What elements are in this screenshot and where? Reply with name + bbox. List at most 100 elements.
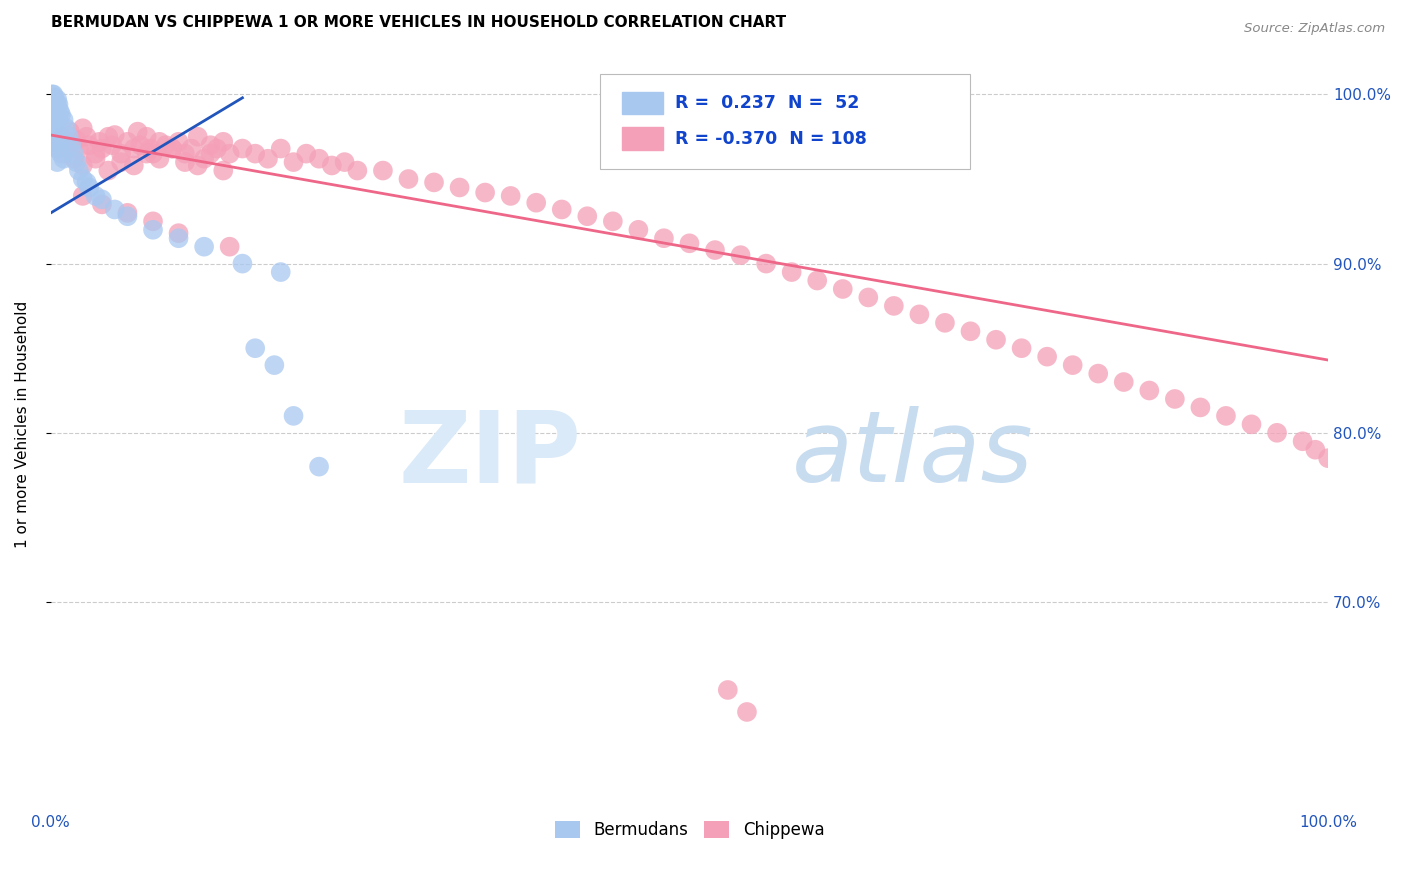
Point: [346, 163, 368, 178]
Point: [129, 138, 152, 153]
Point: [524, 195, 547, 210]
Point: [755, 257, 778, 271]
Point: [1240, 417, 1263, 432]
Point: [41, 95, 63, 110]
Point: [174, 146, 197, 161]
Point: [76, 175, 98, 189]
Point: [1291, 434, 1313, 449]
Point: [148, 135, 170, 149]
Point: [90, 197, 112, 211]
Text: R =  0.237  N =  52: R = 0.237 N = 52: [675, 94, 860, 112]
Point: [135, 129, 157, 144]
Point: [77, 180, 100, 194]
Point: [231, 257, 253, 271]
Point: [212, 163, 235, 178]
Text: atlas: atlas: [792, 406, 1033, 503]
Point: [142, 223, 165, 237]
Point: [41, 121, 63, 136]
Point: [398, 172, 420, 186]
Point: [180, 142, 202, 156]
Point: [42, 87, 65, 102]
Point: [231, 142, 253, 156]
Point: [1189, 401, 1212, 415]
Point: [90, 192, 112, 206]
Point: [45, 95, 67, 110]
Text: BERMUDAN VS CHIPPEWA 1 OR MORE VEHICLES IN HOUSEHOLD CORRELATION CHART: BERMUDAN VS CHIPPEWA 1 OR MORE VEHICLES …: [51, 15, 786, 30]
Point: [1265, 425, 1288, 440]
Point: [283, 409, 305, 423]
FancyBboxPatch shape: [600, 74, 970, 169]
Point: [602, 214, 624, 228]
Point: [44, 138, 66, 153]
Point: [735, 705, 758, 719]
Point: [717, 682, 740, 697]
Point: [245, 146, 267, 161]
Point: [110, 155, 132, 169]
Point: [959, 324, 981, 338]
Point: [63, 146, 86, 161]
Point: [1087, 367, 1109, 381]
Point: [46, 155, 69, 169]
Point: [49, 135, 72, 149]
Point: [858, 290, 880, 304]
Point: [908, 307, 931, 321]
Point: [41, 87, 63, 102]
Point: [139, 142, 162, 156]
Point: [135, 146, 157, 161]
Point: [1036, 350, 1059, 364]
Point: [155, 138, 177, 153]
Point: [187, 159, 209, 173]
Point: [67, 163, 90, 178]
Point: [627, 223, 650, 237]
Point: [1164, 392, 1187, 406]
Point: [218, 146, 240, 161]
Point: [652, 231, 675, 245]
Point: [110, 146, 132, 161]
Legend: Bermudans, Chippewa: Bermudans, Chippewa: [548, 814, 831, 847]
Point: [55, 138, 77, 153]
Point: [984, 333, 1007, 347]
Point: [205, 142, 228, 156]
Point: [65, 155, 87, 169]
Point: [122, 159, 145, 173]
Point: [49, 146, 72, 161]
Point: [101, 138, 124, 153]
Point: [46, 129, 69, 144]
Point: [41, 112, 63, 127]
Point: [449, 180, 471, 194]
Point: [60, 138, 83, 153]
Text: R = -0.370  N = 108: R = -0.370 N = 108: [675, 130, 868, 148]
Point: [72, 159, 94, 173]
Point: [49, 129, 72, 144]
Point: [308, 459, 330, 474]
Point: [49, 108, 72, 122]
Y-axis label: 1 or more Vehicles in Household: 1 or more Vehicles in Household: [15, 301, 30, 548]
Point: [1215, 409, 1237, 423]
Point: [174, 155, 197, 169]
Point: [263, 358, 285, 372]
Text: ZIP: ZIP: [398, 406, 581, 503]
Point: [104, 202, 127, 217]
Point: [104, 128, 127, 142]
Point: [44, 91, 66, 105]
Point: [48, 142, 70, 156]
Point: [84, 146, 107, 161]
Point: [117, 209, 139, 223]
Point: [1305, 442, 1327, 457]
Point: [193, 240, 215, 254]
Point: [44, 111, 66, 125]
Point: [90, 142, 112, 156]
Point: [46, 111, 69, 125]
Point: [76, 129, 98, 144]
Point: [44, 101, 66, 115]
Point: [270, 142, 292, 156]
Point: [193, 152, 215, 166]
Point: [84, 152, 107, 166]
Point: [333, 155, 356, 169]
Point: [72, 189, 94, 203]
Point: [730, 248, 752, 262]
Point: [55, 121, 77, 136]
Point: [63, 152, 86, 166]
FancyBboxPatch shape: [621, 128, 662, 150]
Point: [142, 146, 165, 161]
